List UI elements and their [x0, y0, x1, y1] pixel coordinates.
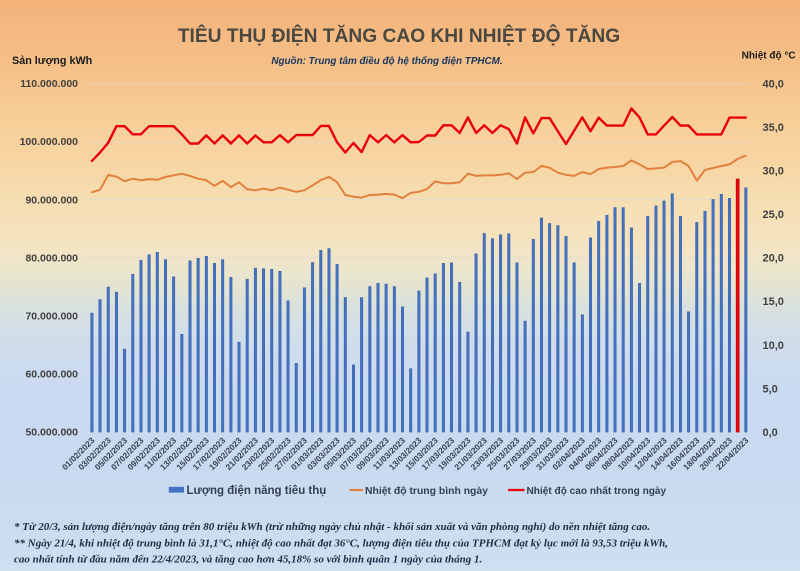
svg-text:Nhiệt độ °C: Nhiệt độ °C — [742, 51, 796, 62]
svg-text:5,0: 5,0 — [763, 383, 778, 395]
svg-text:110.000.000: 110.000.000 — [20, 78, 78, 90]
svg-text:Nhiệt độ trung bình ngày: Nhiệt độ trung bình ngày — [365, 486, 488, 497]
svg-text:80.000.000: 80.000.000 — [25, 252, 78, 264]
svg-text:TIÊU THỤ ĐIỆN TĂNG CAO KHI NHI: TIÊU THỤ ĐIỆN TĂNG CAO KHI NHIỆT ĐỘ TĂNG — [178, 25, 620, 47]
svg-text:90.000.000: 90.000.000 — [25, 194, 78, 206]
svg-text:Sản lượng kWh: Sản lượng kWh — [12, 55, 92, 67]
svg-text:Nguồn: Trung tâm điều độ hệ th: Nguồn: Trung tâm điều độ hệ thống điện T… — [271, 56, 502, 67]
svg-text:50.000.000: 50.000.000 — [25, 427, 78, 439]
svg-text:20,0: 20,0 — [763, 253, 784, 265]
svg-text:* Từ 20/3, sản lượng điện/ngày: * Từ 20/3, sản lượng điện/ngày tăng trên… — [14, 521, 650, 533]
svg-text:35,0: 35,0 — [763, 122, 784, 134]
svg-text:15,0: 15,0 — [763, 296, 784, 308]
svg-text:30,0: 30,0 — [763, 165, 784, 177]
svg-text:70.000.000: 70.000.000 — [25, 311, 78, 323]
svg-text:** Ngày 21/4, khi nhiệt độ tru: ** Ngày 21/4, khi nhiệt độ trung bình là… — [14, 537, 668, 549]
svg-text:25,0: 25,0 — [763, 209, 784, 221]
svg-text:60.000.000: 60.000.000 — [25, 369, 78, 381]
svg-text:cao nhất tính từ đầu năm đến 2: cao nhất tính từ đầu năm đến 22/4/2023, … — [14, 554, 482, 566]
svg-text:Nhiệt độ cao nhất trong ngày: Nhiệt độ cao nhất trong ngày — [527, 485, 667, 497]
svg-text:40,0: 40,0 — [763, 78, 784, 90]
svg-text:100.000.000: 100.000.000 — [20, 136, 79, 148]
svg-text:Lượng điện năng tiêu thụ: Lượng điện năng tiêu thụ — [187, 485, 327, 497]
svg-text:0,0: 0,0 — [763, 427, 778, 439]
svg-text:10,0: 10,0 — [763, 340, 784, 352]
